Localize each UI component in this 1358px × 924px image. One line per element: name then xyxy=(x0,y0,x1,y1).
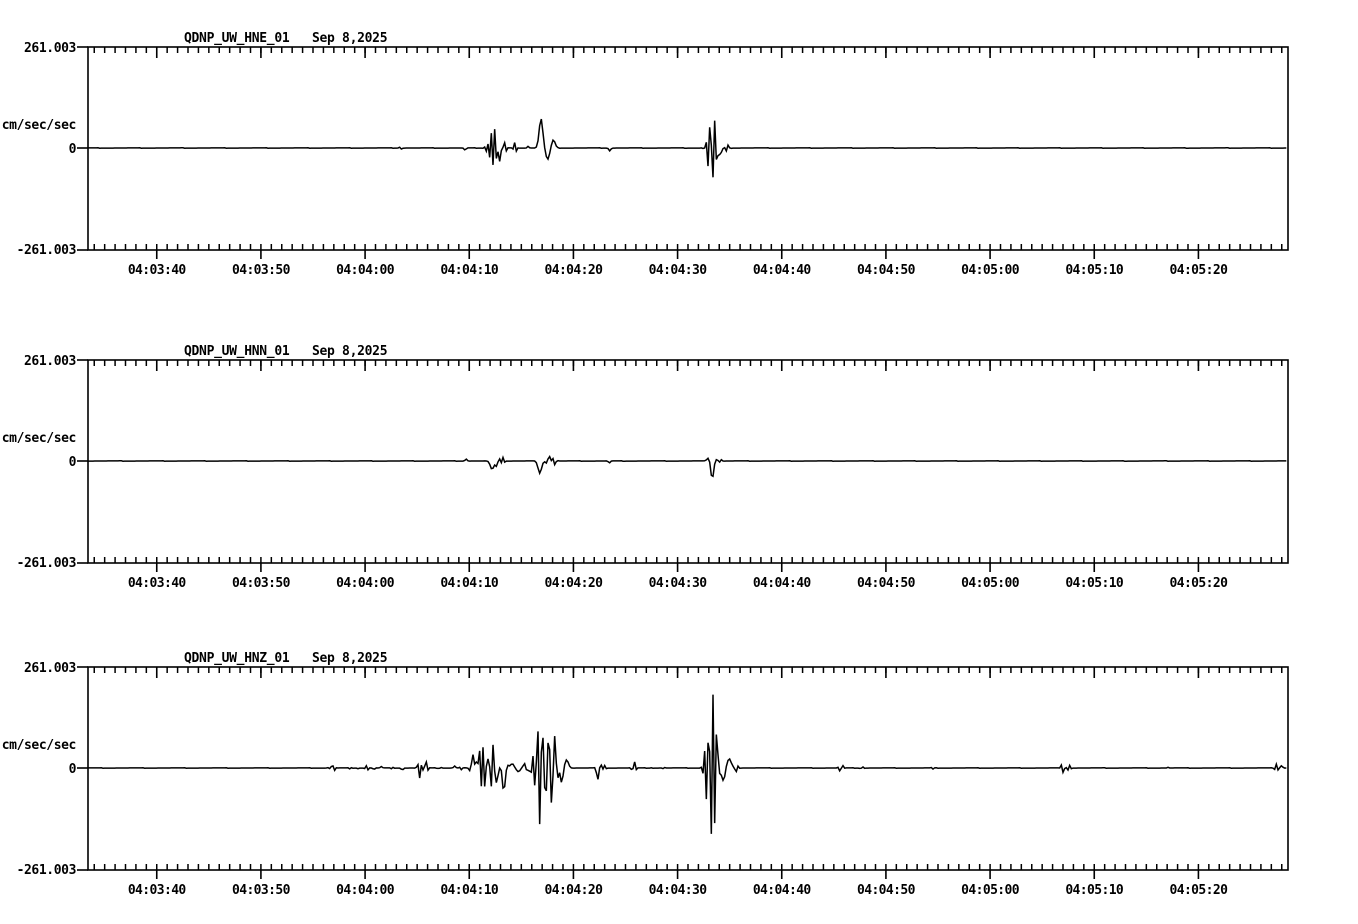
y-axis-top-label-hnz: 261.003 xyxy=(24,661,76,676)
y-axis-bottom-label-hne: -261.003 xyxy=(16,243,77,258)
x-axis-tick-label: 04:04:00 xyxy=(336,576,394,591)
x-axis-tick-label: 04:05:20 xyxy=(1169,263,1228,278)
x-axis-tick-label: 04:05:00 xyxy=(961,883,1019,898)
x-axis-tick-label: 04:03:50 xyxy=(231,263,290,278)
waveform-trace-hnn xyxy=(88,454,1287,478)
x-axis-tick-label: 04:04:40 xyxy=(752,263,811,278)
seismogram-panel-hnn: QDNP_UW_HNN_01 Sep 8,2025 261.003 cm/sec… xyxy=(0,313,1358,613)
x-axis-tick-label: 04:04:40 xyxy=(752,576,811,591)
x-axis-tick-label: 04:04:30 xyxy=(648,883,707,898)
y-axis-top-label-hne: 261.003 xyxy=(24,41,76,56)
trace-title-hne: QDNP_UW_HNE_01 Sep 8,2025 xyxy=(184,31,388,46)
y-axis-ticks xyxy=(77,359,88,564)
x-axis-tick-label: 04:05:00 xyxy=(961,576,1019,591)
x-axis-tick-label: 04:05:10 xyxy=(1065,883,1124,898)
seismogram-panel-hne: QDNP_UW_HNE_01 Sep 8,2025 261.003 cm/sec… xyxy=(0,0,1358,300)
trace-title-hnn: QDNP_UW_HNN_01 Sep 8,2025 xyxy=(184,344,388,359)
axis-ticks xyxy=(93,360,1283,572)
x-axis-tick-label: 04:05:10 xyxy=(1065,263,1124,278)
y-axis-ticks xyxy=(77,666,88,871)
x-axis-tick-label: 04:03:40 xyxy=(127,263,186,278)
y-axis-bottom-label-hnz: -261.003 xyxy=(16,863,77,878)
y-axis-unit-label-hnn: cm/sec/sec xyxy=(1,431,77,446)
x-axis-tick-label: 04:05:20 xyxy=(1169,883,1228,898)
x-axis-tick-label: 04:04:30 xyxy=(648,263,707,278)
waveform-trace-hne xyxy=(88,118,1287,178)
y-axis-ticks xyxy=(77,46,88,251)
x-axis-tick-label: 04:04:00 xyxy=(336,883,394,898)
axis-ticks xyxy=(93,667,1283,879)
x-axis-tick-label: 04:04:10 xyxy=(440,576,499,591)
y-axis-unit-label-hne: cm/sec/sec xyxy=(1,118,77,133)
axis-ticks xyxy=(93,47,1283,259)
seismogram-panel-hnz: QDNP_UW_HNZ_01 Sep 8,2025 261.003 cm/sec… xyxy=(0,620,1358,920)
x-axis-tick-label: 04:04:10 xyxy=(440,263,499,278)
x-axis-tick-label: 04:05:10 xyxy=(1065,576,1124,591)
x-axis-tick-label: 04:04:20 xyxy=(544,263,603,278)
plot-area-hnn xyxy=(77,359,1289,572)
x-axis-tick-label: 04:03:50 xyxy=(231,576,290,591)
x-axis-tick-label: 04:05:00 xyxy=(961,263,1019,278)
x-axis-tick-label: 04:04:00 xyxy=(336,263,394,278)
x-axis-tick-label: 04:04:30 xyxy=(648,576,707,591)
x-axis-tick-label: 04:04:50 xyxy=(856,263,915,278)
plot-area-hne xyxy=(77,46,1289,259)
plot-area-hnz xyxy=(77,666,1289,879)
y-axis-bottom-label-hnn: -261.003 xyxy=(16,556,77,571)
x-axis-tick-label: 04:04:10 xyxy=(440,883,499,898)
x-axis-tick-label: 04:05:20 xyxy=(1169,576,1228,591)
x-axis-tick-label: 04:04:50 xyxy=(856,576,915,591)
x-axis-tick-label: 04:03:40 xyxy=(127,883,186,898)
x-axis-tick-label: 04:04:40 xyxy=(752,883,811,898)
y-axis-top-label-hnn: 261.003 xyxy=(24,354,76,369)
x-axis-tick-label: 04:03:50 xyxy=(231,883,290,898)
y-axis-unit-label-hnz: cm/sec/sec xyxy=(1,738,77,753)
x-axis-tick-label: 04:04:20 xyxy=(544,576,603,591)
trace-title-hnz: QDNP_UW_HNZ_01 Sep 8,2025 xyxy=(184,651,388,666)
x-axis-tick-label: 04:03:40 xyxy=(127,576,186,591)
y-axis-zero-label-hne: 0 xyxy=(68,142,77,157)
x-axis-tick-label: 04:04:50 xyxy=(856,883,915,898)
y-axis-zero-label-hnn: 0 xyxy=(68,455,77,470)
y-axis-zero-label-hnz: 0 xyxy=(68,762,77,777)
x-axis-tick-label: 04:04:20 xyxy=(544,883,603,898)
waveform-trace-hnz xyxy=(88,694,1287,834)
